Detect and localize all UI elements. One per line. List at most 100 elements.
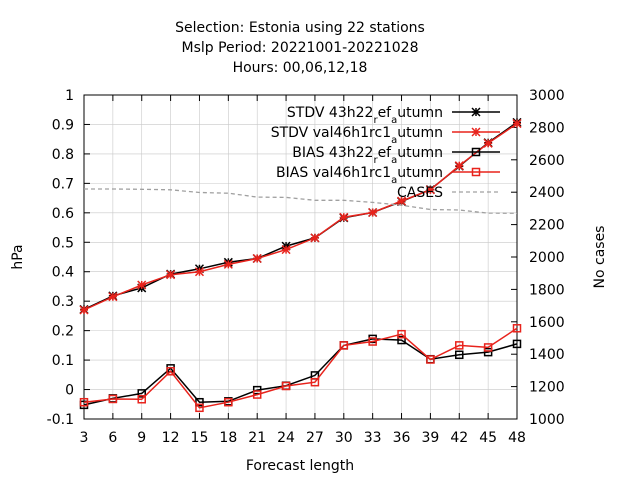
legend-label: CASES	[397, 185, 443, 201]
data-point	[224, 397, 233, 407]
data-point	[512, 339, 522, 349]
y-tick-label: -0.1	[47, 412, 74, 428]
legend-marker	[471, 107, 481, 117]
x-tick-label: 12	[162, 430, 180, 446]
legend-item: STDV val46h1rc1autumn	[271, 125, 500, 146]
data-point	[281, 245, 291, 255]
plot-frame	[83, 94, 518, 420]
data-point	[397, 335, 406, 345]
y2-tick-label: 3000	[529, 88, 565, 104]
legend-label: BIAS val46h1rc1autumn	[276, 165, 443, 186]
title-line-1: Selection: Estonia using 22 stations	[175, 20, 425, 36]
y2-tick-label: 1600	[529, 315, 565, 331]
legend-item: BIAS 43h22refautumn	[292, 145, 500, 166]
series-2	[79, 334, 522, 410]
y2-axis-label: No cases	[592, 226, 608, 289]
x-tick-label: 9	[137, 430, 146, 446]
x-tick-label: 18	[219, 430, 237, 446]
y-tick-label: 0.7	[52, 176, 74, 192]
x-tick-label: 6	[108, 430, 117, 446]
y2-tick-label: 1000	[529, 412, 565, 428]
data-point	[426, 355, 435, 364]
data-point	[137, 389, 146, 398]
data-point	[455, 350, 464, 360]
data-point	[194, 267, 204, 277]
legend-item: STDV 43h22refautumn	[287, 105, 500, 126]
data-point	[512, 119, 522, 129]
data-point	[310, 233, 320, 243]
data-point	[108, 292, 118, 302]
data-point	[166, 270, 176, 280]
x-tick-label: 42	[450, 430, 468, 446]
series-4	[84, 188, 518, 214]
data-point	[512, 324, 522, 333]
x-tick-label: 39	[421, 430, 439, 446]
y-tick-label: 1	[65, 88, 74, 104]
y2-tick-label: 1400	[529, 347, 565, 363]
series-3	[79, 324, 522, 413]
data-point	[339, 341, 349, 350]
legend-marker	[471, 167, 481, 177]
y-tick-label: 0.6	[52, 206, 74, 222]
chart-title: Selection: Estonia using 22 stations Msl…	[175, 20, 425, 76]
y-tick-label: 0.5	[52, 235, 74, 251]
data-point	[223, 259, 233, 269]
data-point	[454, 161, 464, 171]
data-point	[397, 329, 406, 339]
data-point	[483, 347, 493, 357]
axis-ticks: -0.100.10.20.30.40.50.60.70.80.913 6 9 12 15…	[47, 88, 565, 446]
data-point	[397, 196, 407, 206]
data-point	[252, 385, 262, 395]
y-tick-label: 0.4	[52, 265, 74, 281]
data-point	[483, 138, 493, 148]
y-axis-label: hPa	[10, 244, 26, 269]
data-point	[368, 207, 378, 218]
data-point	[79, 397, 89, 407]
title-line-2: Mslp Period: 20221001-20221028	[182, 40, 419, 56]
grid	[83, 94, 518, 420]
data-point	[195, 403, 204, 413]
series-line	[83, 327, 518, 409]
data-point	[281, 381, 291, 391]
data-point	[252, 253, 262, 264]
legend-item: BIAS val46h1rc1autumn	[276, 165, 500, 186]
x-tick-label: 24	[277, 430, 295, 446]
series-group	[79, 117, 522, 413]
x-axis-label: Forecast length	[246, 458, 354, 474]
y-tick-label: 0.8	[52, 147, 74, 163]
data-point	[108, 394, 118, 404]
data-point	[310, 377, 320, 387]
data-point	[252, 390, 262, 399]
y2-tick-label: 1200	[529, 380, 565, 396]
x-tick-label: 15	[191, 430, 209, 446]
title-line-3: Hours: 00,06,12,18	[233, 60, 368, 76]
y-tick-label: 0.1	[52, 353, 74, 369]
legend-label: STDV val46h1rc1autumn	[271, 125, 443, 146]
series-1	[79, 119, 522, 315]
x-tick-label: 27	[306, 430, 324, 446]
legend-marker	[471, 147, 481, 157]
x-tick-label: 21	[248, 430, 266, 446]
x-tick-label: 45	[479, 430, 497, 446]
y2-tick-label: 2400	[529, 185, 565, 201]
data-point	[137, 280, 147, 290]
data-point	[79, 305, 89, 315]
legend-item: CASES	[397, 185, 500, 201]
data-point	[455, 341, 464, 350]
y2-tick-label: 2200	[529, 218, 565, 234]
x-tick-label: 33	[364, 430, 382, 446]
series-line	[83, 338, 518, 406]
data-point	[166, 367, 175, 376]
y2-tick-label: 2800	[529, 120, 565, 136]
data-point	[483, 343, 493, 352]
series-line	[84, 188, 518, 214]
data-point	[368, 337, 377, 346]
y2-tick-label: 2600	[529, 153, 565, 169]
x-tick-label: 36	[393, 430, 411, 446]
series-line	[83, 122, 518, 311]
legend-label: STDV 43h22refautumn	[287, 105, 443, 126]
x-tick-label: 48	[508, 430, 526, 446]
data-point	[137, 395, 146, 404]
